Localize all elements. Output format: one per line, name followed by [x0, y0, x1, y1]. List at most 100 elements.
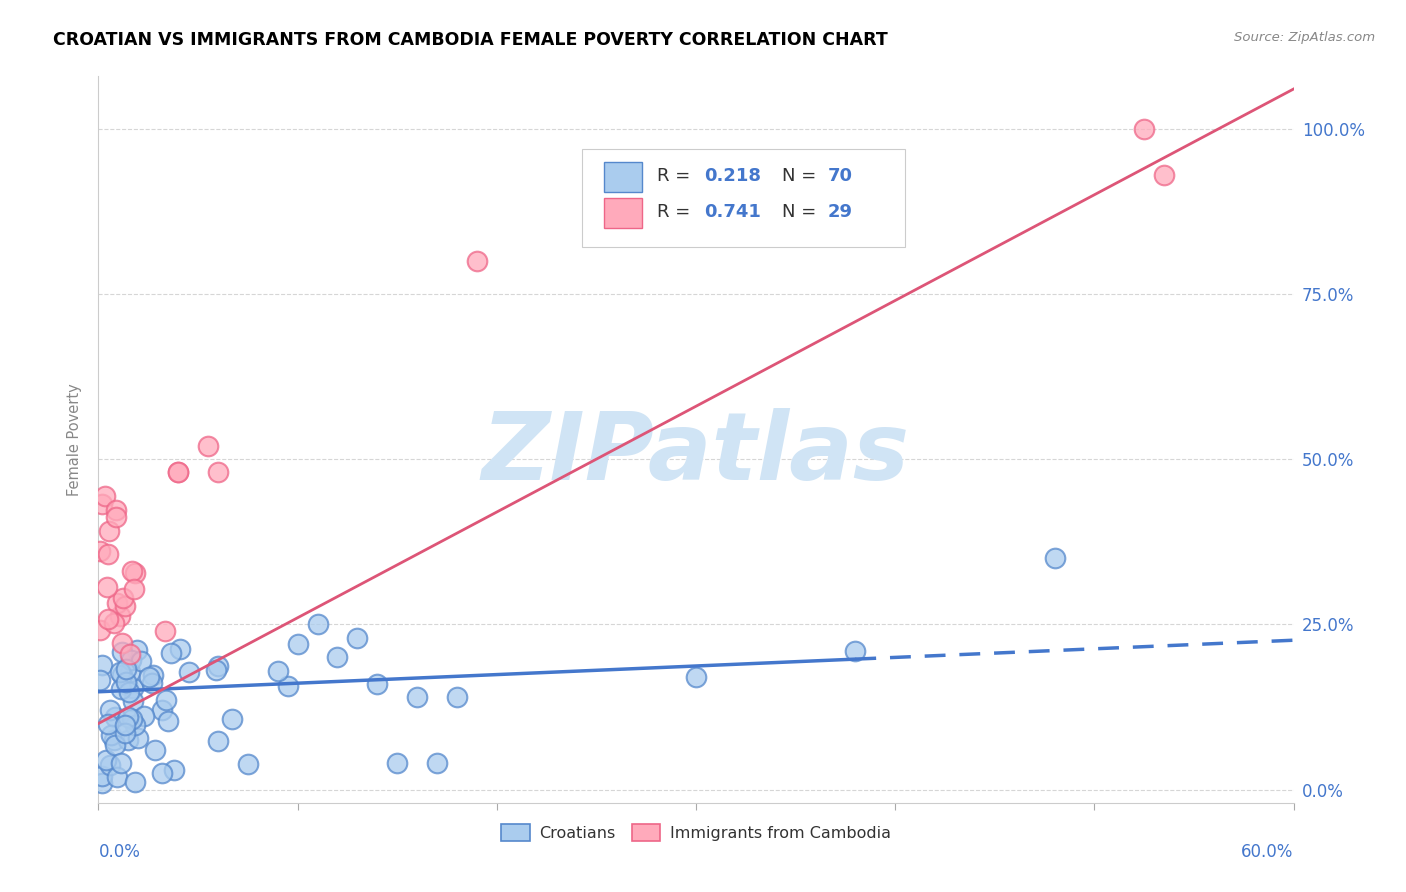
Point — [141, 676, 163, 690]
Point — [169, 642, 191, 657]
Point — [385, 756, 409, 771]
Text: N =: N = — [782, 167, 823, 186]
Point — [104, 502, 127, 516]
Point — [167, 466, 190, 480]
Point — [97, 611, 120, 625]
Point — [100, 728, 122, 742]
Point — [1133, 121, 1156, 136]
Point — [152, 703, 174, 717]
Point — [124, 566, 146, 581]
Text: ZIPatlas: ZIPatlas — [482, 408, 910, 500]
Point — [153, 624, 176, 638]
Point — [150, 766, 173, 780]
Point — [465, 253, 488, 268]
Text: 70: 70 — [827, 167, 852, 186]
FancyBboxPatch shape — [605, 161, 643, 192]
Point — [94, 753, 117, 767]
Point — [127, 731, 149, 745]
Legend: Croatians, Immigrants from Cambodia: Croatians, Immigrants from Cambodia — [495, 818, 897, 847]
Point — [98, 703, 121, 717]
Point — [685, 670, 707, 684]
Point — [287, 637, 309, 651]
Point — [124, 775, 146, 789]
Point — [134, 708, 156, 723]
Point — [221, 712, 243, 726]
Point — [97, 716, 120, 731]
Point — [108, 609, 131, 624]
Point — [326, 650, 349, 665]
Point — [205, 663, 228, 677]
Point — [236, 756, 259, 771]
Point — [129, 655, 152, 669]
Point — [110, 682, 132, 697]
Point — [103, 738, 125, 752]
Y-axis label: Female Poverty: Female Poverty — [67, 383, 83, 496]
Point — [97, 547, 120, 561]
Point — [121, 564, 143, 578]
Point — [1153, 168, 1175, 182]
Point — [197, 439, 219, 453]
Point — [111, 635, 134, 649]
Point — [114, 726, 136, 740]
Point — [406, 690, 429, 704]
Point — [122, 582, 145, 596]
Point — [143, 743, 166, 757]
Point — [105, 770, 128, 784]
Point — [207, 734, 229, 748]
Point — [122, 681, 145, 696]
Point — [91, 496, 114, 510]
Point — [96, 580, 118, 594]
Text: R =: R = — [657, 203, 696, 221]
Text: 0.741: 0.741 — [704, 203, 761, 221]
Point — [163, 763, 186, 777]
Text: CROATIAN VS IMMIGRANTS FROM CAMBODIA FEMALE POVERTY CORRELATION CHART: CROATIAN VS IMMIGRANTS FROM CAMBODIA FEM… — [53, 31, 889, 49]
Point — [117, 710, 139, 724]
Point — [104, 510, 127, 524]
Point — [138, 670, 160, 684]
Point — [89, 673, 111, 687]
FancyBboxPatch shape — [582, 148, 905, 247]
Text: N =: N = — [782, 203, 823, 221]
Point — [118, 684, 141, 698]
Point — [114, 674, 136, 689]
Point — [307, 617, 329, 632]
Point — [105, 596, 128, 610]
Point — [267, 664, 290, 678]
Point — [426, 756, 449, 771]
Text: Source: ZipAtlas.com: Source: ZipAtlas.com — [1234, 31, 1375, 45]
Text: 0.0%: 0.0% — [98, 843, 141, 861]
Point — [207, 466, 229, 480]
Point — [120, 653, 142, 667]
Point — [91, 769, 114, 783]
Point — [167, 466, 190, 480]
Text: 0.218: 0.218 — [704, 167, 761, 186]
Point — [346, 631, 368, 645]
Point — [115, 662, 138, 676]
Text: 60.0%: 60.0% — [1241, 843, 1294, 861]
Point — [156, 714, 179, 728]
Point — [125, 643, 148, 657]
Text: R =: R = — [657, 167, 696, 186]
Point — [111, 591, 134, 605]
Point — [97, 524, 120, 539]
Point — [89, 624, 111, 638]
Point — [103, 615, 125, 630]
Point — [155, 692, 177, 706]
Point — [277, 679, 299, 693]
Point — [104, 710, 127, 724]
Point — [122, 694, 145, 708]
Point — [91, 776, 114, 790]
Point — [108, 665, 131, 680]
Point — [844, 644, 866, 658]
Point — [103, 733, 125, 747]
Point — [118, 665, 141, 680]
Point — [142, 668, 165, 682]
Point — [89, 543, 111, 558]
Point — [90, 658, 112, 673]
Point — [114, 717, 136, 731]
Point — [160, 646, 183, 660]
Point — [446, 690, 468, 704]
Point — [121, 712, 143, 726]
Point — [110, 756, 132, 770]
Point — [115, 677, 138, 691]
